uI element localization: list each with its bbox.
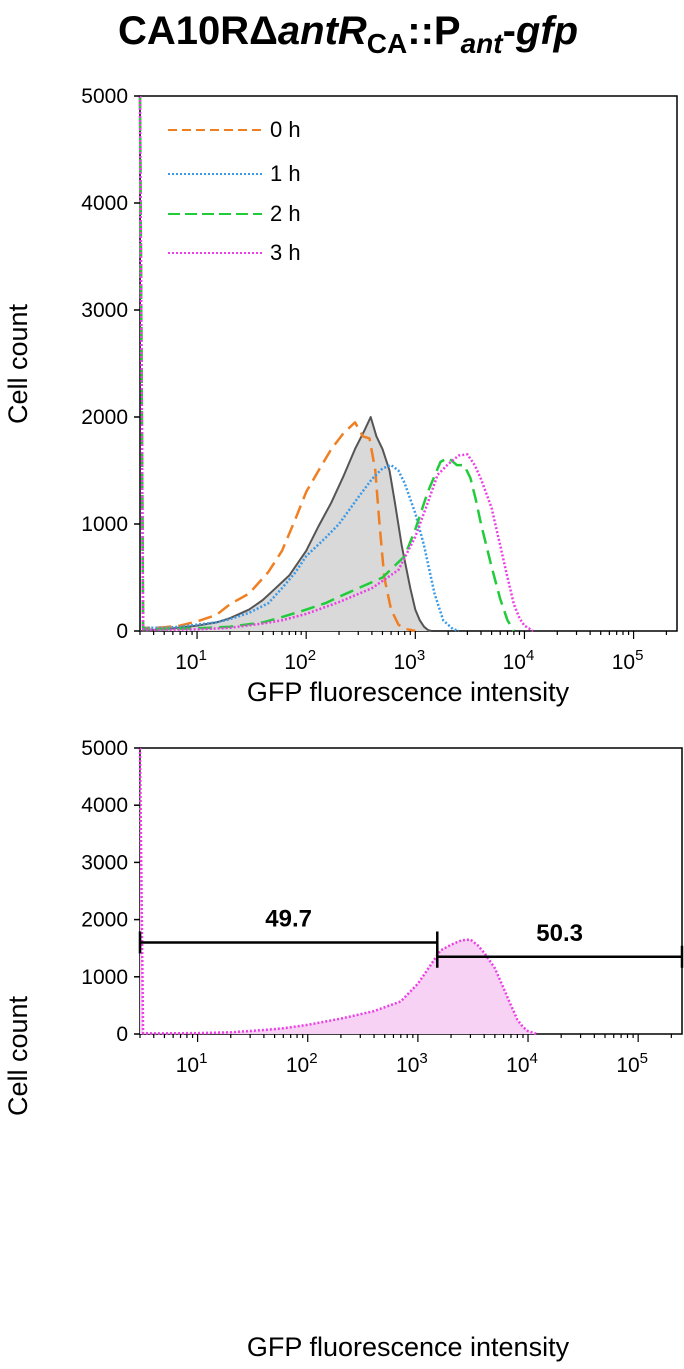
- y-tick-label: 1000: [81, 966, 128, 989]
- legend-label-1h: 1 h: [270, 161, 301, 186]
- x-tick-label: 105: [612, 647, 644, 674]
- series-1h-line: [138, 95, 460, 633]
- x-tick-label: 103: [393, 647, 425, 674]
- y-tick-label: 2000: [81, 909, 128, 932]
- series-0h-line: [138, 95, 416, 633]
- y-tick-label: 3000: [81, 299, 128, 322]
- bottom-y-axis-label: Cell count: [3, 995, 33, 1116]
- series-2h-line: [138, 95, 515, 632]
- y-tick-label: 1000: [81, 513, 128, 536]
- legend-label-0h: 0 h: [270, 117, 301, 142]
- gate-label-1: 50.3: [536, 920, 583, 947]
- top-legend: 0 h 1 h 2 h 3 h: [168, 117, 301, 265]
- top-y-axis-label: Cell count: [3, 303, 33, 424]
- series-4-line: [139, 416, 432, 632]
- bottom-x-axis-label: GFP fluorescence intensity: [247, 1332, 570, 1362]
- x-tick-label: 102: [286, 1050, 318, 1077]
- y-tick-label: 3000: [81, 851, 128, 874]
- x-tick-label: 102: [284, 647, 316, 674]
- y-tick-label: 4000: [81, 794, 128, 817]
- series-4-area: [140, 417, 432, 631]
- figure-title: CA10RΔantRCA::Pant-gfp: [118, 9, 578, 59]
- x-tick-label: 105: [616, 1050, 648, 1077]
- x-tick-label: 104: [503, 647, 535, 674]
- top-plot-frame: [139, 95, 678, 632]
- top-x-axis-label: GFP fluorescence intensity: [247, 677, 570, 707]
- x-tick-label: 103: [396, 1050, 428, 1077]
- y-tick-label: 0: [116, 620, 128, 643]
- gate-label-0: 49.7: [265, 905, 312, 932]
- legend-label-2h: 2 h: [270, 201, 301, 226]
- y-tick-label: 2000: [81, 406, 128, 429]
- series-0-area: [140, 748, 537, 1034]
- legend-label-3h: 3 h: [270, 240, 301, 265]
- series-3h-line: [138, 95, 534, 633]
- x-tick-label: 101: [175, 647, 207, 674]
- y-tick-label: 5000: [81, 85, 128, 108]
- y-tick-label: 5000: [81, 737, 128, 760]
- x-tick-label: 101: [176, 1050, 208, 1077]
- x-tick-label: 104: [506, 1050, 538, 1077]
- y-tick-label: 0: [116, 1023, 128, 1046]
- y-tick-label: 4000: [81, 192, 128, 215]
- bottom-histogram: 0 1000 2000 3000 4000 5000 101 102 103 104 105 49.…: [3, 737, 684, 1362]
- top-histogram: 0 1000 2000 3000 4000 5000 101 102 103 104 105 0 h…: [3, 85, 678, 707]
